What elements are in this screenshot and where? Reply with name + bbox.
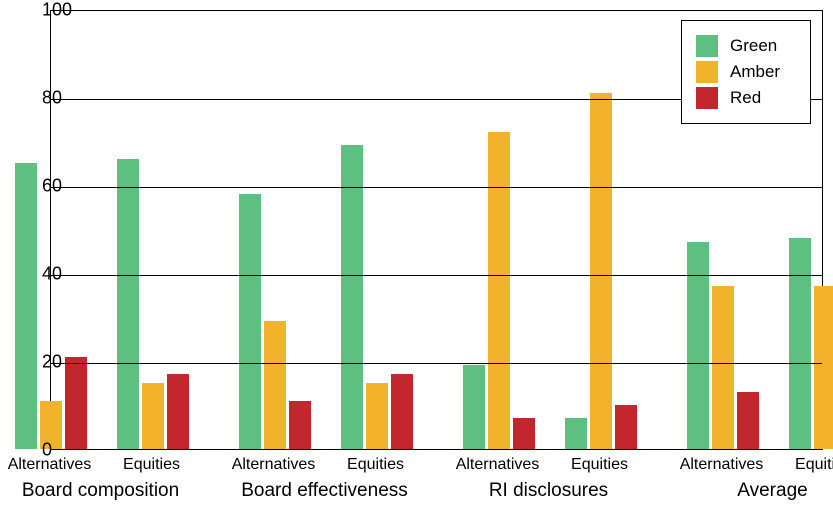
subgroup-label: Alternatives	[8, 456, 92, 474]
bar-red	[65, 357, 87, 449]
group-label: RI disclosures	[489, 480, 608, 502]
legend-swatch	[696, 35, 718, 57]
group-label: Board composition	[22, 480, 179, 502]
subgroup-label: Equities	[795, 456, 833, 474]
bar-red	[513, 418, 535, 449]
bar-green	[687, 242, 709, 449]
y-tick-label: 20	[42, 352, 50, 373]
bar-amber	[366, 383, 388, 449]
subgroup-label: Alternatives	[456, 456, 540, 474]
bar-amber	[712, 286, 734, 449]
legend-label: Green	[730, 36, 777, 56]
bar-amber	[264, 321, 286, 449]
bar-red	[737, 392, 759, 449]
subgroup-label: Alternatives	[232, 456, 316, 474]
legend-item-green: Green	[696, 35, 796, 57]
bar-green	[117, 159, 139, 449]
subgroup-label: Equities	[571, 456, 628, 474]
bar-red	[167, 374, 189, 449]
bar-green	[463, 365, 485, 449]
y-tick-label: 40	[42, 264, 50, 285]
bar-amber	[142, 383, 164, 449]
legend: Green Amber Red	[681, 20, 811, 124]
subgroup-label: Equities	[347, 456, 404, 474]
bar-green	[341, 145, 363, 449]
bar-amber	[488, 132, 510, 449]
bar-red	[391, 374, 413, 449]
legend-label: Amber	[730, 62, 780, 82]
legend-swatch	[696, 61, 718, 83]
gridline	[51, 363, 822, 364]
bar-green	[789, 238, 811, 449]
bar-green	[239, 194, 261, 449]
legend-swatch	[696, 87, 718, 109]
y-tick-label: 80	[42, 88, 50, 109]
bar-red	[615, 405, 637, 449]
chart-container: 020406080100 AlternativesEquitiesBoard c…	[0, 0, 833, 512]
legend-label: Red	[730, 88, 761, 108]
bar-amber	[814, 286, 833, 449]
subgroup-label: Equities	[123, 456, 180, 474]
group-label: Board effectiveness	[241, 480, 408, 502]
group-label: Average	[737, 480, 807, 502]
bar-red	[289, 401, 311, 449]
y-tick-label: 100	[42, 0, 50, 21]
legend-item-red: Red	[696, 87, 796, 109]
y-tick-label: 60	[42, 176, 50, 197]
bar-amber	[590, 93, 612, 449]
gridline	[51, 275, 822, 276]
bar-green	[565, 418, 587, 449]
legend-item-amber: Amber	[696, 61, 796, 83]
subgroup-label: Alternatives	[680, 456, 764, 474]
bar-green	[15, 163, 37, 449]
gridline	[51, 187, 822, 188]
